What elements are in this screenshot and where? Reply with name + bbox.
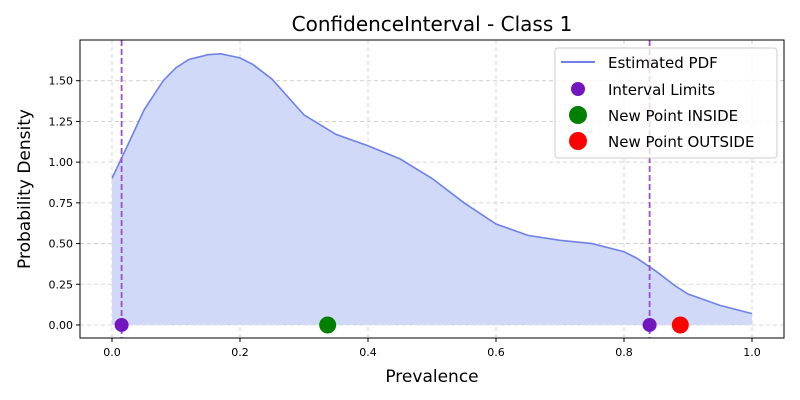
x-tick-label: 0.0 bbox=[103, 346, 121, 359]
legend-box bbox=[554, 47, 778, 159]
x-tick-label: 0.6 bbox=[487, 346, 505, 359]
x-axis-ticks: 0.0 0.2 0.4 0.6 0.8 1.0 bbox=[103, 338, 761, 359]
x-tick-label: 1.0 bbox=[743, 346, 761, 359]
pdf-line bbox=[111, 52, 753, 315]
legend-outside-label: New Point OUTSIDE bbox=[608, 133, 754, 151]
legend-pdf-label: Estimated PDF bbox=[608, 54, 718, 72]
interval-limit-point bbox=[114, 317, 129, 332]
x-tick-label: 0.2 bbox=[231, 346, 249, 359]
y-tick-label: 1.00 bbox=[49, 156, 74, 169]
y-tick-label: 1.50 bbox=[49, 75, 74, 88]
new-point-inside bbox=[319, 316, 337, 334]
y-tick-label: 0.25 bbox=[49, 278, 74, 291]
data-points bbox=[114, 316, 689, 334]
legend-interval-label: Interval Limits bbox=[608, 81, 715, 99]
chart-title: ConfidenceInterval - Class 1 bbox=[292, 12, 573, 36]
pdf-area bbox=[111, 52, 753, 326]
x-axis-label: Prevalence bbox=[385, 367, 478, 387]
legend-outside-swatch bbox=[569, 132, 587, 150]
legend-inside-swatch bbox=[569, 106, 587, 124]
legend: Estimated PDF Interval Limits New Point … bbox=[554, 47, 778, 159]
y-axis-ticks: 0.00 0.25 0.50 0.75 1.00 1.25 1.50 bbox=[49, 75, 80, 332]
x-tick-label: 0.8 bbox=[615, 346, 633, 359]
y-axis-label: Probability Density bbox=[15, 109, 35, 269]
y-tick-label: 0.75 bbox=[49, 197, 74, 210]
pdf-fill bbox=[112, 53, 752, 326]
plot-frame bbox=[79, 39, 785, 339]
y-tick-label: 0.50 bbox=[49, 238, 74, 251]
x-tick-label: 0.4 bbox=[359, 346, 377, 359]
y-tick-label: 1.25 bbox=[49, 115, 74, 128]
interval-limit-point bbox=[642, 317, 657, 332]
y-tick-label: 0.00 bbox=[49, 319, 74, 332]
new-point-outside bbox=[671, 316, 689, 334]
legend-interval-swatch bbox=[571, 82, 585, 96]
legend-inside-label: New Point INSIDE bbox=[608, 107, 738, 125]
